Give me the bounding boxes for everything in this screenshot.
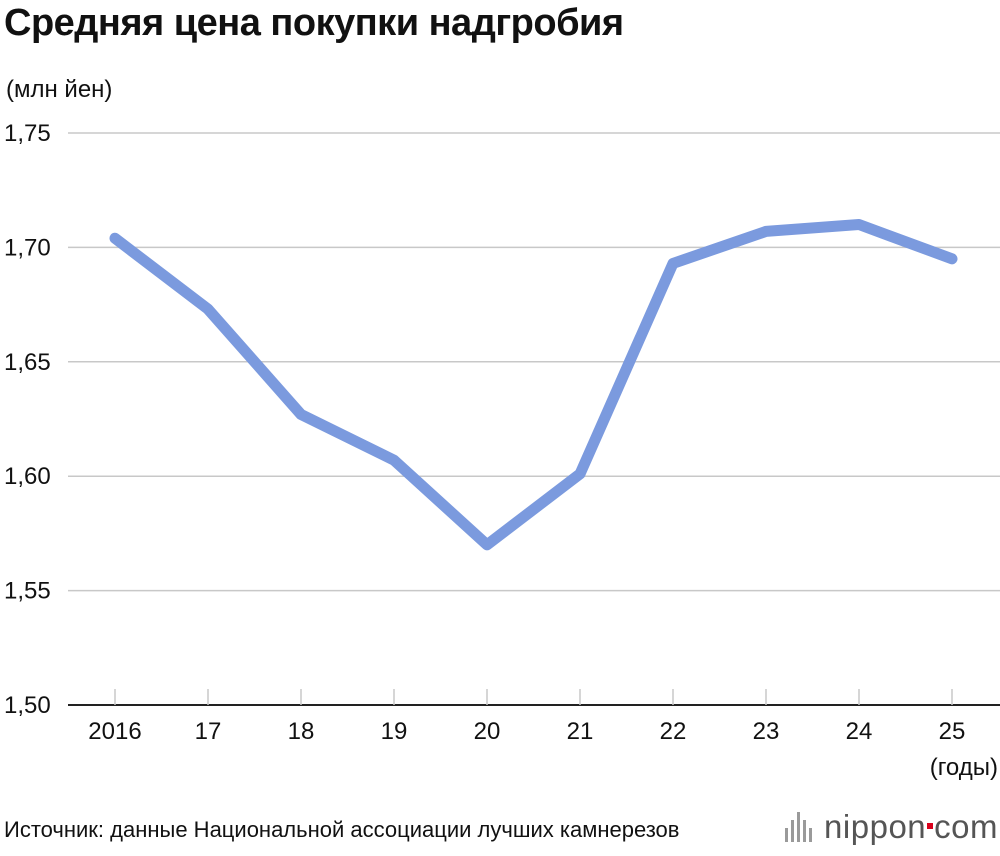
x-tick-label: 21 xyxy=(567,718,594,745)
y-tick-label: 1,50 xyxy=(4,692,51,719)
x-tick-label: 24 xyxy=(846,718,873,745)
logo-dot xyxy=(927,823,934,829)
nippon-logo: nippon com xyxy=(785,808,998,846)
x-tick-label: 17 xyxy=(195,718,222,745)
x-tick-label: 22 xyxy=(660,718,687,745)
y-tick-label: 1,70 xyxy=(4,234,51,261)
x-axis-unit-label: (годы) xyxy=(929,754,998,781)
chart-title: Средняя цена покупки надгробия xyxy=(4,2,624,44)
x-tick-label: 19 xyxy=(381,718,408,745)
logo-bars-icon xyxy=(785,812,813,842)
y-tick-label: 1,55 xyxy=(4,578,51,605)
x-tick-label: 23 xyxy=(753,718,780,745)
series-line xyxy=(109,219,958,551)
source-note: Источник: данные Национальной ассоциации… xyxy=(4,817,680,842)
logo-word: nippon xyxy=(824,808,927,845)
x-tick-label: 18 xyxy=(288,718,315,745)
logo-suffix: com xyxy=(934,808,998,845)
line-chart: 1,50 1,55 1,60 1,65 1,70 1,75 2016 17 18 19 20 21 22… xyxy=(4,120,1000,745)
y-axis-unit-label: (млн йен) xyxy=(6,76,113,103)
y-tick-label: 1,75 xyxy=(4,120,51,147)
y-tick-label: 1,65 xyxy=(4,349,51,376)
x-tick-label: 20 xyxy=(474,718,501,745)
y-tick-label: 1,60 xyxy=(4,463,51,490)
x-tick-label: 25 xyxy=(939,718,966,745)
x-tick-label: 2016 xyxy=(88,718,141,745)
